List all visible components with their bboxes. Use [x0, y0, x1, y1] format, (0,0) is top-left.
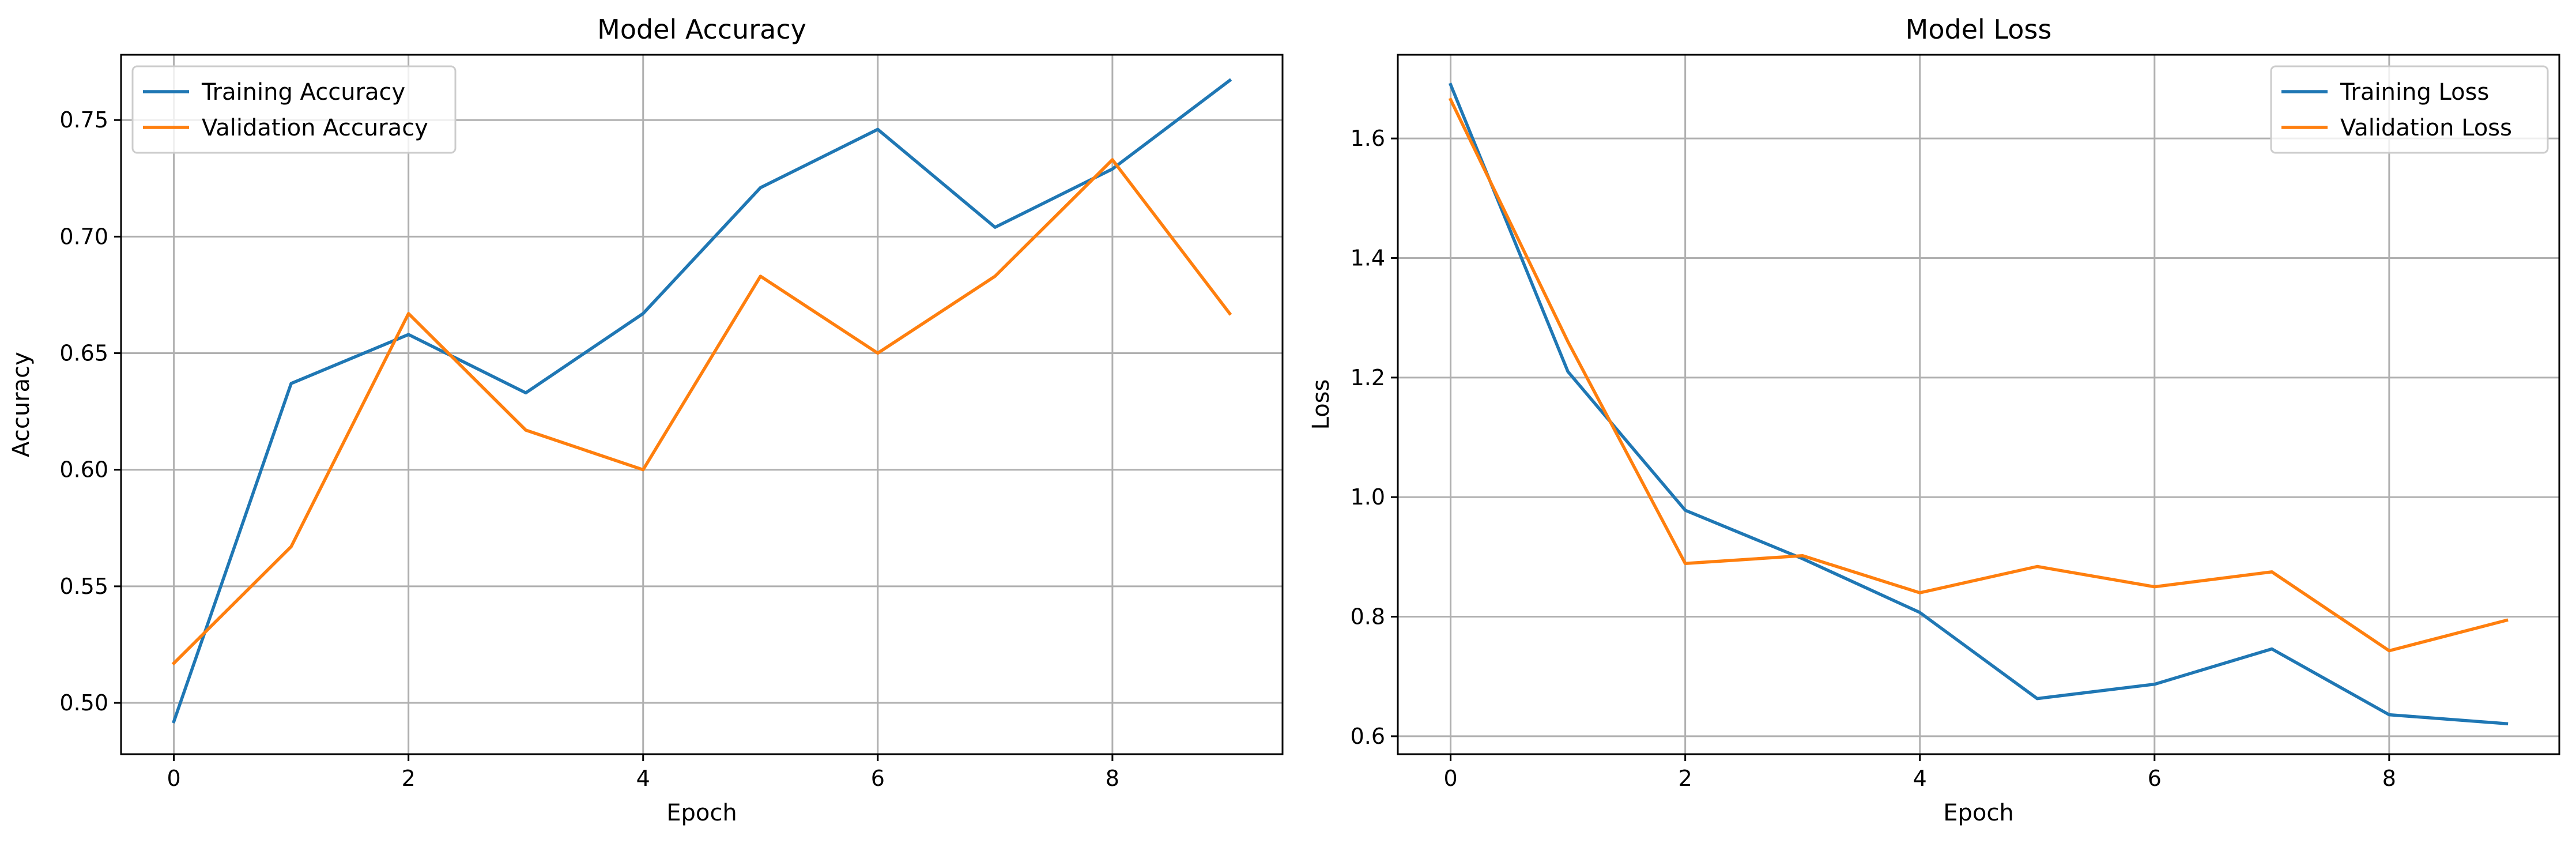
chart-title: Model Accuracy: [597, 14, 806, 45]
series-line-validation-loss: [1448, 97, 2509, 653]
plot-frame: [120, 54, 1284, 755]
y-tick-label: 1.2: [1351, 365, 1385, 390]
y-tick-label: 1.0: [1351, 484, 1385, 510]
y-tick-label: 0.70: [59, 224, 108, 249]
legend-frame: [2270, 65, 2549, 154]
x-tick-label: 2: [1679, 766, 1692, 791]
series-line-validation-accuracy: [171, 158, 1232, 666]
legend-label: Training Loss: [2340, 79, 2489, 106]
legend-label: Validation Accuracy: [202, 115, 428, 141]
legend: Training Accuracy Validation Accuracy: [131, 65, 457, 154]
x-tick-label: 6: [2148, 766, 2162, 791]
chart-loss: 0 2 4 6 8 0.6 0.8 1.0 1.2 1.4 1.6 Model Loss Epoch Lo…: [1308, 14, 2560, 826]
legend-label: Validation Loss: [2340, 115, 2512, 141]
x-tick-label: 2: [402, 766, 416, 791]
x-axis-label: Epoch: [666, 800, 737, 826]
y-tick-label: 0.65: [59, 341, 108, 366]
x-tick-label: 4: [636, 766, 650, 791]
y-tick-label: 0.55: [59, 574, 108, 599]
y-axis-label: Accuracy: [8, 352, 35, 457]
y-axis-label: Loss: [1308, 379, 1334, 430]
x-axis-label: Epoch: [1943, 800, 2013, 826]
x-tick-label: 0: [167, 766, 180, 791]
y-tick-label: 0.8: [1351, 604, 1385, 630]
legend: Training Loss Validation Loss: [2270, 65, 2549, 154]
legend-frame: [131, 65, 457, 154]
y-tick-label: 0.6: [1351, 724, 1385, 749]
x-tick-label: 4: [1913, 766, 1927, 791]
series-line-training-accuracy: [172, 78, 1232, 724]
y-tick-label: 1.6: [1351, 126, 1385, 151]
chart-title: Model Loss: [1906, 14, 2052, 45]
y-tick-label: 0.60: [59, 457, 108, 483]
series-line-training-loss: [1449, 82, 2509, 726]
y-tick-label: 1.4: [1351, 245, 1385, 270]
legend-label: Training Accuracy: [201, 79, 405, 106]
x-tick-label: 0: [1443, 766, 1457, 791]
x-tick-label: 8: [2382, 766, 2396, 791]
y-tick-label: 0.75: [59, 107, 108, 133]
chart-accuracy: 0 2 4 6 8 0.50 0.55 0.60 0.65 0.70 0.75 Model Accur…: [8, 14, 1284, 826]
y-tick-label: 0.50: [59, 690, 108, 716]
x-tick-label: 6: [871, 766, 885, 791]
x-tick-label: 8: [1106, 766, 1119, 791]
plot-frame: [1397, 54, 2560, 755]
